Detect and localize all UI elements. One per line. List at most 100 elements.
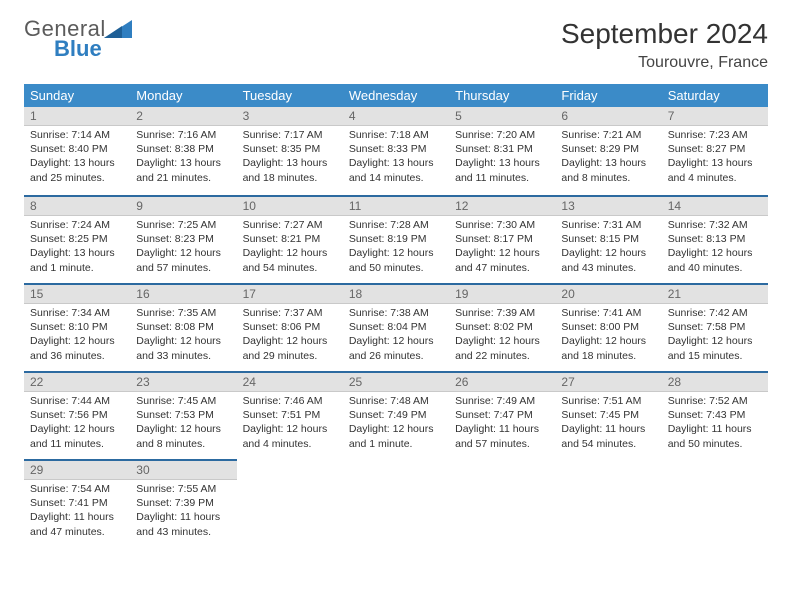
sunset-text: Sunset: 7:49 PM <box>347 408 445 422</box>
sunrise-text: Sunrise: 7:35 AM <box>134 306 232 320</box>
day-details: Sunrise: 7:49 AMSunset: 7:47 PMDaylight:… <box>449 394 555 455</box>
daylight-text: and 47 minutes. <box>453 261 551 275</box>
day-details: Sunrise: 7:42 AMSunset: 7:58 PMDaylight:… <box>662 306 768 367</box>
day-details: Sunrise: 7:54 AMSunset: 7:41 PMDaylight:… <box>24 482 130 543</box>
daylight-text: and 8 minutes. <box>134 437 232 451</box>
calendar-day-cell: 2 Sunrise: 7:16 AMSunset: 8:38 PMDaylight… <box>130 107 236 195</box>
sunrise-text: Sunrise: 7:25 AM <box>134 218 232 232</box>
calendar-week-row: 29Sunrise: 7:54 AMSunset: 7:41 PMDayligh… <box>24 459 768 547</box>
sunrise-text: Sunrise: 7:46 AM <box>241 394 339 408</box>
daylight-text: Daylight: 13 hours <box>347 156 445 170</box>
daylight-text: and 11 minutes. <box>453 171 551 185</box>
daylight-text: and 15 minutes. <box>666 349 764 363</box>
sunset-text: Sunset: 8:35 PM <box>241 142 339 156</box>
calendar-day-cell: 23Sunrise: 7:45 AMSunset: 7:53 PMDayligh… <box>130 371 236 459</box>
sunset-text: Sunset: 8:08 PM <box>134 320 232 334</box>
sunset-text: Sunset: 8:13 PM <box>666 232 764 246</box>
weekday-header: Saturday <box>662 84 768 107</box>
daylight-text: Daylight: 12 hours <box>241 334 339 348</box>
sunrise-text: Sunrise: 7:41 AM <box>559 306 657 320</box>
sunset-text: Sunset: 7:43 PM <box>666 408 764 422</box>
daylight-text: Daylight: 12 hours <box>453 334 551 348</box>
daylight-text: and 36 minutes. <box>28 349 126 363</box>
calendar-day-cell: 26Sunrise: 7:49 AMSunset: 7:47 PMDayligh… <box>449 371 555 459</box>
daylight-text: Daylight: 13 hours <box>666 156 764 170</box>
daylight-text: and 26 minutes. <box>347 349 445 363</box>
daylight-text: Daylight: 11 hours <box>453 422 551 436</box>
daylight-text: Daylight: 12 hours <box>347 422 445 436</box>
daylight-text: and 50 minutes. <box>666 437 764 451</box>
sunset-text: Sunset: 8:15 PM <box>559 232 657 246</box>
daylight-text: and 43 minutes. <box>134 525 232 539</box>
sunrise-text: Sunrise: 7:17 AM <box>241 128 339 142</box>
daylight-text: and 57 minutes. <box>134 261 232 275</box>
calendar-day-cell: 24Sunrise: 7:46 AMSunset: 7:51 PMDayligh… <box>237 371 343 459</box>
day-number: 2 <box>130 107 236 126</box>
sunset-text: Sunset: 8:10 PM <box>28 320 126 334</box>
day-number: 7 <box>662 107 768 126</box>
calendar-week-row: 15Sunrise: 7:34 AMSunset: 8:10 PMDayligh… <box>24 283 768 371</box>
day-number: 19 <box>449 283 555 304</box>
day-details: Sunrise: 7:16 AMSunset: 8:38 PMDaylight:… <box>130 128 236 189</box>
sunset-text: Sunset: 7:41 PM <box>28 496 126 510</box>
location: Tourouvre, France <box>561 54 768 72</box>
weekday-header: Wednesday <box>343 84 449 107</box>
day-details: Sunrise: 7:31 AMSunset: 8:15 PMDaylight:… <box>555 218 661 279</box>
sunrise-text: Sunrise: 7:51 AM <box>559 394 657 408</box>
sunrise-text: Sunrise: 7:28 AM <box>347 218 445 232</box>
calendar-day-cell: 17Sunrise: 7:37 AMSunset: 8:06 PMDayligh… <box>237 283 343 371</box>
weekday-header: Sunday <box>24 84 130 107</box>
daylight-text: Daylight: 13 hours <box>559 156 657 170</box>
day-number: 20 <box>555 283 661 304</box>
daylight-text: Daylight: 12 hours <box>134 246 232 260</box>
sunrise-text: Sunrise: 7:49 AM <box>453 394 551 408</box>
sunset-text: Sunset: 8:23 PM <box>134 232 232 246</box>
day-number: 16 <box>130 283 236 304</box>
daylight-text: and 8 minutes. <box>559 171 657 185</box>
daylight-text: and 47 minutes. <box>28 525 126 539</box>
day-details: Sunrise: 7:30 AMSunset: 8:17 PMDaylight:… <box>449 218 555 279</box>
sunset-text: Sunset: 8:19 PM <box>347 232 445 246</box>
day-details: Sunrise: 7:45 AMSunset: 7:53 PMDaylight:… <box>130 394 236 455</box>
calendar-week-row: 1Sunrise: 7:14 AMSunset: 8:40 PMDaylight… <box>24 107 768 195</box>
weekday-header-row: Sunday Monday Tuesday Wednesday Thursday… <box>24 84 768 107</box>
sunset-text: Sunset: 7:45 PM <box>559 408 657 422</box>
sunset-text: Sunset: 7:58 PM <box>666 320 764 334</box>
calendar-day-cell: 21Sunrise: 7:42 AMSunset: 7:58 PMDayligh… <box>662 283 768 371</box>
sunset-text: Sunset: 8:40 PM <box>28 142 126 156</box>
daylight-text: Daylight: 12 hours <box>559 246 657 260</box>
sunrise-text: Sunrise: 7:37 AM <box>241 306 339 320</box>
daylight-text: Daylight: 13 hours <box>28 156 126 170</box>
sunrise-text: Sunrise: 7:24 AM <box>28 218 126 232</box>
daylight-text: and 43 minutes. <box>559 261 657 275</box>
day-number: 3 <box>237 107 343 126</box>
sunrise-text: Sunrise: 7:42 AM <box>666 306 764 320</box>
calendar-day-cell: 22Sunrise: 7:44 AMSunset: 7:56 PMDayligh… <box>24 371 130 459</box>
day-number: 1 <box>24 107 130 126</box>
calendar-week-row: 8Sunrise: 7:24 AMSunset: 8:25 PMDaylight… <box>24 195 768 283</box>
daylight-text: and 1 minute. <box>28 261 126 275</box>
weekday-header: Monday <box>130 84 236 107</box>
calendar-day-cell: 15Sunrise: 7:34 AMSunset: 8:10 PMDayligh… <box>24 283 130 371</box>
calendar-day-cell: 20Sunrise: 7:41 AMSunset: 8:00 PMDayligh… <box>555 283 661 371</box>
calendar-day-cell: 18Sunrise: 7:38 AMSunset: 8:04 PMDayligh… <box>343 283 449 371</box>
day-details: Sunrise: 7:52 AMSunset: 7:43 PMDaylight:… <box>662 394 768 455</box>
daylight-text: and 29 minutes. <box>241 349 339 363</box>
calendar-day-cell: 3 Sunrise: 7:17 AMSunset: 8:35 PMDaylight… <box>237 107 343 195</box>
day-number: 30 <box>130 459 236 480</box>
day-details: Sunrise: 7:28 AMSunset: 8:19 PMDaylight:… <box>343 218 449 279</box>
sunset-text: Sunset: 8:31 PM <box>453 142 551 156</box>
calendar-day-cell: 19Sunrise: 7:39 AMSunset: 8:02 PMDayligh… <box>449 283 555 371</box>
calendar-empty-cell <box>449 459 555 547</box>
daylight-text: Daylight: 12 hours <box>134 422 232 436</box>
day-number: 6 <box>555 107 661 126</box>
day-details: Sunrise: 7:55 AMSunset: 7:39 PMDaylight:… <box>130 482 236 543</box>
day-details: Sunrise: 7:17 AMSunset: 8:35 PMDaylight:… <box>237 128 343 189</box>
calendar-day-cell: 25Sunrise: 7:48 AMSunset: 7:49 PMDayligh… <box>343 371 449 459</box>
daylight-text: and 1 minute. <box>347 437 445 451</box>
calendar-table: Sunday Monday Tuesday Wednesday Thursday… <box>24 84 768 547</box>
calendar-day-cell: 4Sunrise: 7:18 AMSunset: 8:33 PMDaylight… <box>343 107 449 195</box>
calendar-page: General Blue September 2024 Tourouvre, F… <box>0 0 792 612</box>
day-number: 5 <box>449 107 555 126</box>
daylight-text: and 18 minutes. <box>559 349 657 363</box>
